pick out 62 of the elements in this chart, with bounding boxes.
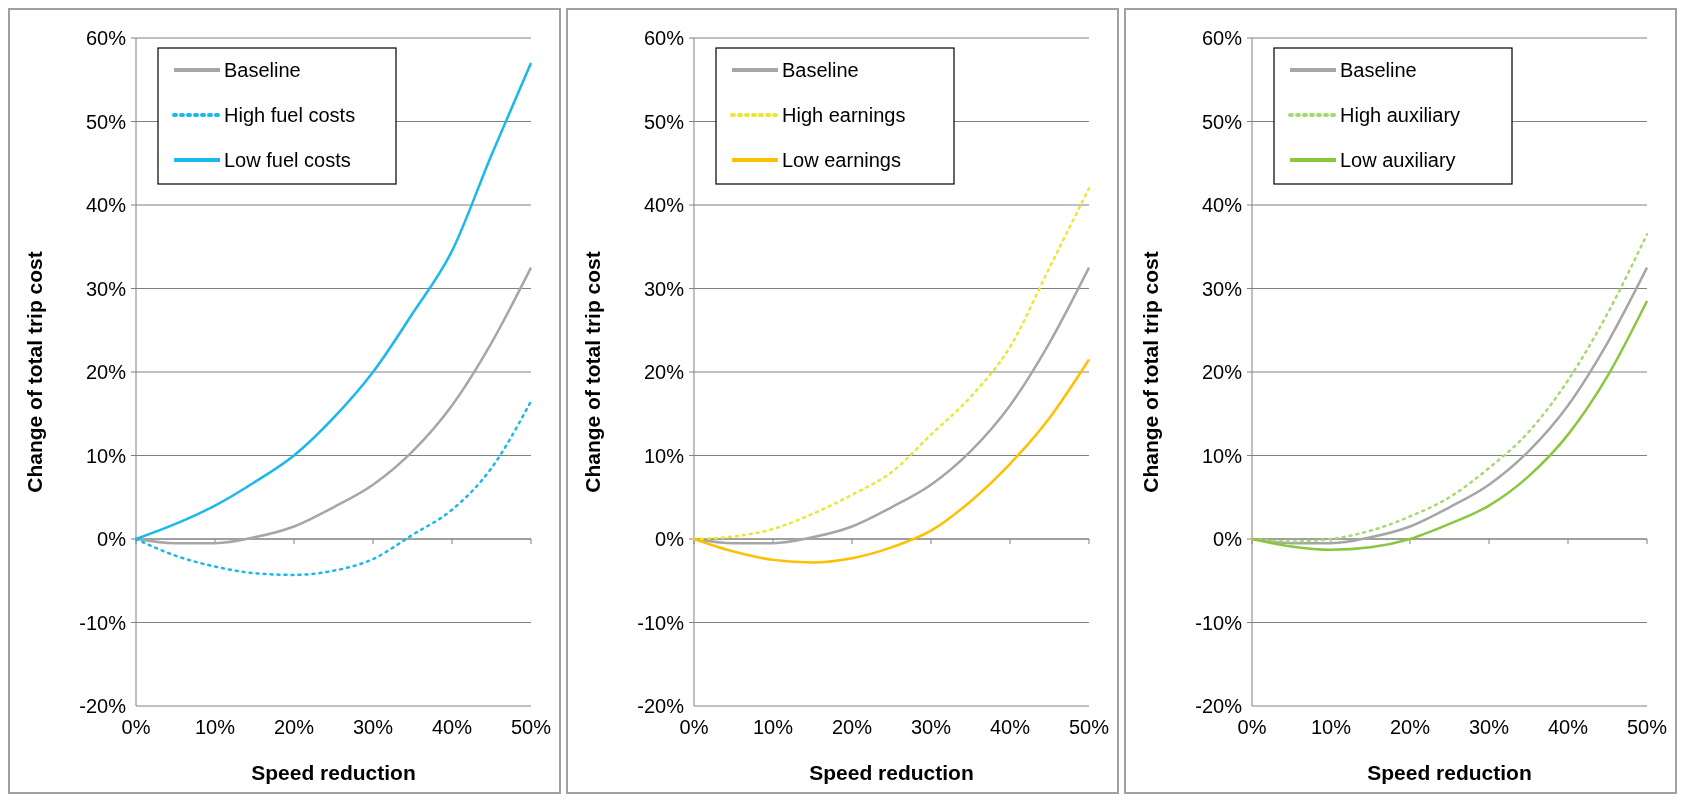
legend-label: High earnings — [782, 104, 906, 126]
x-tick-label: 30% — [1468, 716, 1510, 738]
y-tick-label: 60% — [1201, 27, 1243, 49]
y-tick-label: 50% — [643, 110, 685, 133]
y-tick-label: 40% — [85, 194, 127, 216]
y-tick-label: 40% — [1201, 194, 1243, 216]
y-tick-label: 60% — [85, 27, 127, 49]
y-tick-label: -10% — [637, 611, 685, 634]
legend-label: High fuel costs — [224, 104, 356, 126]
x-tick-label: 10% — [194, 716, 236, 738]
y-tick-label: -20% — [637, 695, 685, 717]
legend-label: Low fuel costs — [224, 149, 351, 171]
y-tick-label: 20% — [643, 361, 685, 383]
x-tick-label: 10% — [1310, 716, 1352, 738]
x-tick-label: 0% — [679, 716, 709, 738]
x-axis-title: Speed reduction — [809, 761, 974, 784]
y-tick-label: 10% — [85, 444, 127, 467]
legend-label: Baseline — [224, 59, 301, 81]
y-tick-label: 50% — [85, 110, 127, 133]
y-axis-title: Change of total trip cost — [1139, 251, 1162, 493]
legend-label: High auxiliary — [1340, 104, 1461, 126]
y-tick-label: -20% — [79, 695, 127, 717]
y-tick-label: 40% — [643, 194, 685, 216]
legend-label: Baseline — [1340, 59, 1417, 81]
y-tick-label: -20% — [1195, 695, 1243, 717]
y-tick-label: 10% — [643, 444, 685, 467]
y-tick-label: 0% — [97, 528, 127, 550]
legend-label: Baseline — [782, 59, 859, 81]
x-tick-label: 20% — [1389, 716, 1431, 738]
x-tick-label: 10% — [752, 716, 794, 738]
x-tick-label: 50% — [1068, 716, 1110, 738]
x-tick-label: 40% — [1547, 716, 1589, 738]
y-tick-label: 50% — [1201, 110, 1243, 133]
y-tick-label: 20% — [85, 361, 127, 383]
y-tick-label: 20% — [1201, 361, 1243, 383]
x-tick-label: 0% — [121, 716, 151, 738]
y-tick-label: 30% — [1201, 277, 1243, 300]
y-axis-title: Change of total trip cost — [23, 251, 46, 493]
y-axis-title: Change of total trip cost — [581, 251, 604, 493]
x-tick-label: 40% — [431, 716, 473, 738]
y-tick-label: 60% — [643, 27, 685, 49]
y-tick-label: 10% — [1201, 444, 1243, 467]
y-tick-label: 30% — [643, 277, 685, 300]
legend-label: Low earnings — [782, 149, 901, 171]
x-tick-label: 50% — [1626, 716, 1668, 738]
line-series — [692, 358, 1091, 564]
x-axis-title: Speed reduction — [1367, 761, 1532, 784]
x-tick-label: 0% — [1237, 716, 1267, 738]
x-tick-label: 30% — [910, 716, 952, 738]
x-tick-label: 20% — [831, 716, 873, 738]
y-tick-label: 0% — [1213, 528, 1243, 550]
x-axis-title: Speed reduction — [251, 761, 416, 784]
x-tick-label: 50% — [510, 716, 552, 738]
y-tick-label: 0% — [655, 528, 685, 550]
y-tick-label: -10% — [1195, 611, 1243, 634]
y-tick-label: 30% — [85, 277, 127, 300]
line-series — [692, 187, 1091, 541]
x-tick-label: 20% — [273, 716, 315, 738]
y-tick-label: -10% — [79, 611, 127, 634]
x-tick-label: 30% — [352, 716, 394, 738]
x-tick-label: 40% — [989, 716, 1031, 738]
legend-label: Low auxiliary — [1340, 149, 1456, 171]
